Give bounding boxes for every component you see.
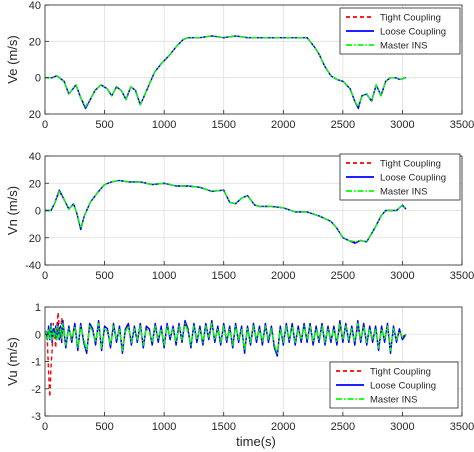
legend-label-master-ins: Master INS xyxy=(380,187,428,198)
series-group xyxy=(45,35,407,110)
series-line-master-ins xyxy=(45,179,407,243)
series-line-loose-coupling xyxy=(45,319,407,357)
x-tick-label: 3000 xyxy=(390,270,414,282)
legend: Tight Coupling Loose Coupling Master INS xyxy=(329,361,459,409)
legend-label-tight-coupling: Tight Coupling xyxy=(370,367,431,378)
x-tick-label: 1500 xyxy=(211,421,235,433)
legend-label-tight-coupling: Tight Coupling xyxy=(380,13,441,24)
y-axis-label: Vu (m/s) xyxy=(5,337,20,386)
series-line-master-ins xyxy=(45,35,407,108)
x-tick-label: 500 xyxy=(95,119,113,131)
legend-label-tight-coupling: Tight Coupling xyxy=(380,159,441,170)
y-axis-label: Vn (m/s) xyxy=(5,186,20,235)
y-axis-label: Ve (m/s) xyxy=(5,35,20,83)
x-tick-label: 3500 xyxy=(450,421,474,433)
y-tick-label: -3 xyxy=(31,411,41,423)
y-tick-label: 20 xyxy=(29,178,41,190)
x-tick-label: 1500 xyxy=(211,119,235,131)
y-tick-label: 20 xyxy=(29,233,41,245)
x-tick-label: 3500 xyxy=(450,270,474,282)
y-tick-label: -1 xyxy=(31,357,41,369)
legend: Tight Coupling Loose Coupling Master INS xyxy=(339,7,461,55)
x-tick-label: 0 xyxy=(42,421,48,433)
x-tick-label: 1000 xyxy=(152,421,176,433)
x-tick-label: 0 xyxy=(42,119,48,131)
x-tick-label: 500 xyxy=(95,270,113,282)
y-tick-label: 20 xyxy=(29,36,41,48)
x-tick-label: 3000 xyxy=(390,421,414,433)
x-tick-label: 2500 xyxy=(331,119,355,131)
y-tick-label: 1 xyxy=(35,302,41,314)
legend: Tight Coupling Loose Coupling Master INS xyxy=(339,153,461,201)
y-tick-label: 0 xyxy=(35,206,41,218)
series-group xyxy=(45,179,407,244)
legend-label-loose-coupling: Loose Coupling xyxy=(370,381,436,392)
y-tick-label: 0 xyxy=(35,73,41,85)
x-tick-label: 3500 xyxy=(450,119,474,131)
legend-label-loose-coupling: Loose Coupling xyxy=(380,27,446,38)
x-tick-label: 500 xyxy=(95,421,113,433)
y-tick-label: 40 xyxy=(29,151,41,163)
axes-frame xyxy=(44,4,463,115)
y-tick-label: -40 xyxy=(25,260,41,272)
y-tick-label: 40 xyxy=(29,0,41,12)
series-line-master-ins xyxy=(45,322,407,354)
y-tick-label: 20 xyxy=(29,109,41,121)
x-tick-label: 1500 xyxy=(211,270,235,282)
x-tick-label: 0 xyxy=(42,270,48,282)
vu-panel: 0 500 1000 1500 2000 2500 3000 3500 -3 -2 -1 0 1 Vu (… xyxy=(5,302,474,433)
x-tick-label: 2000 xyxy=(271,119,295,131)
x-axis-label: time(s) xyxy=(236,434,276,449)
y-tick-label: 0 xyxy=(35,329,41,341)
x-tick-label: 2500 xyxy=(331,270,355,282)
x-tick-label: 1000 xyxy=(152,119,176,131)
x-tick-label: 3000 xyxy=(390,119,414,131)
x-tick-label: 2500 xyxy=(331,421,355,433)
y-tick-label: -2 xyxy=(31,384,41,396)
vn-panel: 0 500 1000 1500 2000 2500 3000 3500 -40 20 0 20 40 Vn… xyxy=(5,151,474,282)
legend-label-master-ins: Master INS xyxy=(380,41,428,52)
legend-label-loose-coupling: Loose Coupling xyxy=(380,173,446,184)
legend-label-master-ins: Master INS xyxy=(370,395,418,406)
series-group xyxy=(45,311,407,398)
x-tick-label: 1000 xyxy=(152,270,176,282)
x-tick-label: 2000 xyxy=(271,421,295,433)
x-tick-label: 2000 xyxy=(271,270,295,282)
